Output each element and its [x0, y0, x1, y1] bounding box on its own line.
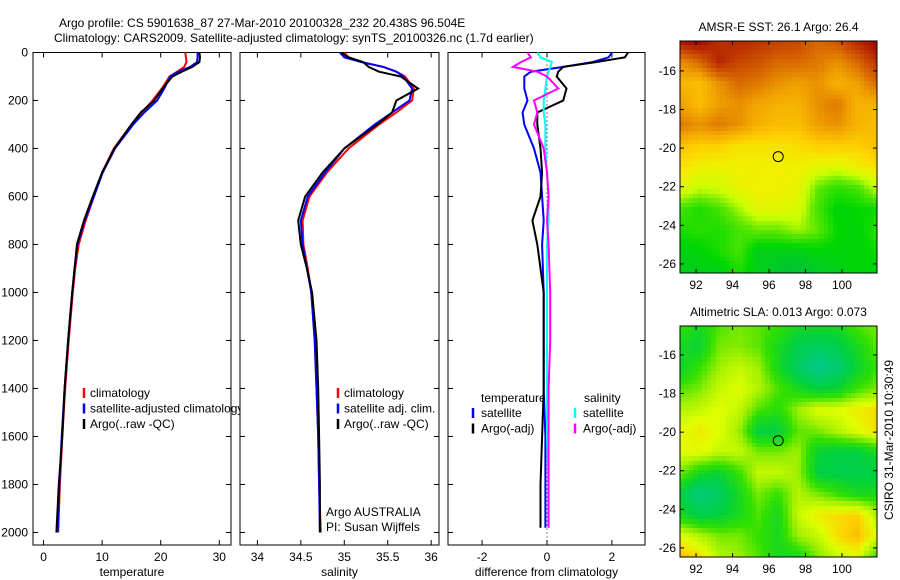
x-tick-label: 0 — [40, 550, 47, 564]
x-tick-label: 98 — [799, 562, 813, 576]
x-tick-label: 92 — [689, 278, 703, 292]
x-tick-label: 0 — [544, 550, 551, 564]
x-tick-label: 20 — [154, 550, 168, 564]
y-tick-label: 2000 — [1, 526, 28, 540]
y-tick-label: -18 — [659, 103, 677, 117]
x-tick-label: 100 — [832, 278, 852, 292]
x-tick-label: 96 — [762, 562, 776, 576]
y-tick-label: 200 — [8, 94, 28, 108]
plot-area — [239, 52, 440, 546]
x-tick-label: 34.5 — [289, 550, 313, 564]
x-tick-label: 96 — [762, 278, 776, 292]
x-axis-label: difference from climatology — [475, 565, 618, 579]
figure-title-line2: Climatology: CARS2009. Satellite-adjuste… — [54, 31, 534, 45]
y-tick-label: 600 — [8, 190, 28, 204]
y-tick-label: 1600 — [1, 430, 28, 444]
x-tick-label: 35.5 — [376, 550, 400, 564]
argo-location-marker — [772, 151, 784, 163]
legend-entry: Argo(..raw -QC) — [90, 417, 175, 431]
y-tick-label: 1000 — [1, 286, 28, 300]
y-tick-label: 1800 — [1, 478, 28, 492]
sla-map-panel: Altimetric SLA: 0.013 Argo: 0.073 92 94 96 9… — [659, 305, 878, 576]
y-tick-label: -16 — [659, 64, 677, 78]
y-tick-label: -22 — [659, 180, 677, 194]
x-tick-label: 34 — [251, 550, 265, 564]
y-tick-label: 1400 — [1, 382, 28, 396]
x-tick-label: 36 — [424, 550, 438, 564]
figure-title-line1: Argo profile: CS 5901638_87 27-Mar-2010 … — [59, 16, 465, 30]
legend-entry: climatology — [90, 386, 150, 400]
y-tick-label: -26 — [659, 541, 677, 555]
salinity-panel: 34 34.5 35 35.5 36 salinity climatology satelli… — [239, 51, 440, 579]
x-tick-label: 10 — [95, 550, 109, 564]
x-tick-label: 92 — [689, 562, 703, 576]
legend-header-temperature: temperature — [481, 391, 546, 405]
legend-entry: Argo(-adj) — [481, 422, 534, 436]
profile-line-argo-raw-qc- — [55, 52, 202, 533]
y-tick-label: -20 — [659, 425, 677, 439]
annotation-text: Argo AUSTRALIA — [326, 505, 421, 519]
map-frame — [679, 40, 878, 274]
profile-line-argo-raw-qc- — [297, 51, 420, 533]
x-tick-label: -2 — [477, 550, 488, 564]
sst-map-panel: AMSR-E SST: 26.1 Argo: 26.4 92 94 96 98 100 -1… — [659, 20, 878, 292]
map-title: Altimetric SLA: 0.013 Argo: 0.073 — [690, 305, 867, 319]
legend-entry: Argo(..raw -QC) — [344, 417, 429, 431]
legend-entry: climatology — [344, 386, 404, 400]
argo-location-marker — [772, 435, 784, 447]
x-tick-label: 2 — [609, 550, 616, 564]
profile-line-salinity-argo-adj- — [510, 51, 560, 528]
y-tick-label: 400 — [8, 142, 28, 156]
y-tick-label: -24 — [659, 502, 677, 516]
y-tick-label: 0 — [21, 46, 28, 60]
x-tick-label: 30 — [213, 550, 227, 564]
plot-area — [32, 52, 232, 546]
y-tick-label: -26 — [659, 257, 677, 271]
y-tick-label: -18 — [659, 387, 677, 401]
x-tick-label: 100 — [832, 562, 852, 576]
legend-entry: satellite — [481, 406, 522, 420]
legend-entry: Argo(-adj) — [583, 422, 636, 436]
map-frame — [679, 325, 878, 558]
x-tick-label: 94 — [726, 562, 740, 576]
y-tick-label: -22 — [659, 464, 677, 478]
temperature-panel: 0 10 20 30 0 200 400 600 800 1000 1200 1400 1600 1800… — [1, 46, 243, 580]
map-title: AMSR-E SST: 26.1 Argo: 26.4 — [698, 20, 858, 34]
annotation-text: PI: Susan Wijffels — [326, 520, 420, 534]
y-tick-label: -20 — [659, 141, 677, 155]
y-tick-label: 1200 — [1, 334, 28, 348]
csiro-timestamp: CSIRO 31-Mar-2010 10:30:49 — [882, 360, 896, 520]
legend-entry: satellite — [583, 406, 624, 420]
x-axis-label: salinity — [321, 565, 358, 579]
profile-line-temperature-argo-adj- — [531, 51, 629, 528]
x-tick-label: 98 — [799, 278, 813, 292]
x-tick-label: 35 — [338, 550, 352, 564]
legend-entry: satellite adj. clim. — [344, 402, 435, 416]
y-tick-label: 800 — [8, 238, 28, 252]
legend-header-salinity: salinity — [584, 391, 621, 405]
y-tick-label: -24 — [659, 218, 677, 232]
profile-line-salinity-satellite — [536, 51, 554, 528]
y-tick-label: -16 — [659, 348, 677, 362]
legend-entry: satellite-adjusted climatology — [90, 402, 243, 416]
x-axis-label: temperature — [100, 565, 165, 579]
sla-map-canvas — [680, 326, 877, 557]
x-tick-label: 94 — [726, 278, 740, 292]
sst-map-canvas — [680, 41, 877, 273]
